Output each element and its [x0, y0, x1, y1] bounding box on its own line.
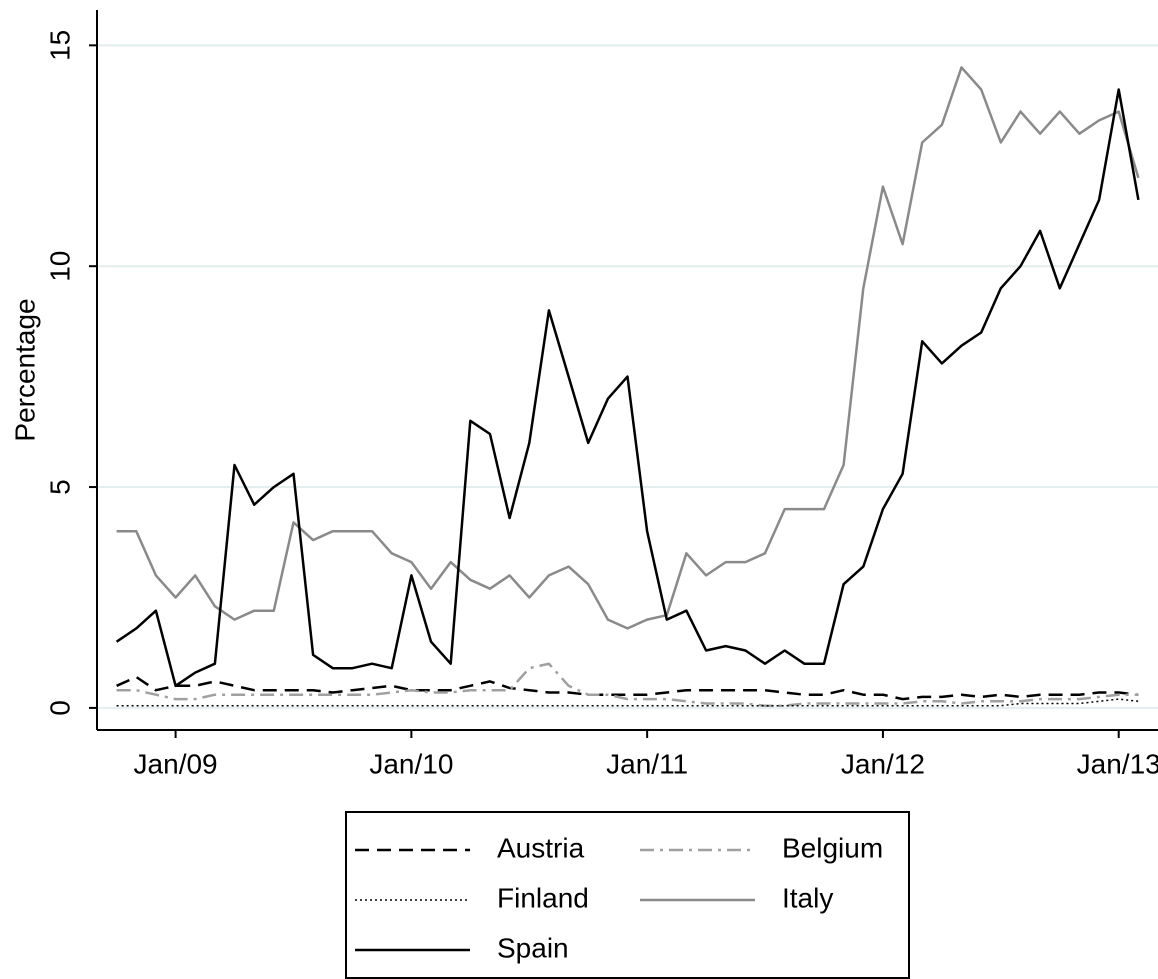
- series-line: [116, 675, 1139, 701]
- x-tick-label: Jan/12: [841, 748, 925, 779]
- legend-label: Italy: [782, 882, 833, 913]
- legend-label: Spain: [497, 932, 569, 963]
- y-tick-label: 0: [44, 700, 75, 716]
- legend-label: Austria: [497, 832, 585, 863]
- y-tick-label: 10: [44, 251, 75, 282]
- series-line: [116, 662, 1139, 707]
- legend-label: Finland: [497, 882, 589, 913]
- x-tick-label: Jan/09: [134, 748, 218, 779]
- x-tick-label: Jan/13: [1077, 748, 1158, 779]
- x-tick-label: Jan/11: [606, 748, 688, 779]
- legend-label: Belgium: [782, 832, 883, 863]
- series-line: [116, 66, 1140, 630]
- y-axis-title: Percentage: [9, 298, 40, 441]
- series-line: [115, 88, 1140, 688]
- x-tick-label: Jan/10: [369, 748, 453, 779]
- series-line: [116, 698, 1139, 707]
- y-tick-label: 5: [44, 479, 75, 495]
- y-tick-label: 15: [44, 30, 75, 61]
